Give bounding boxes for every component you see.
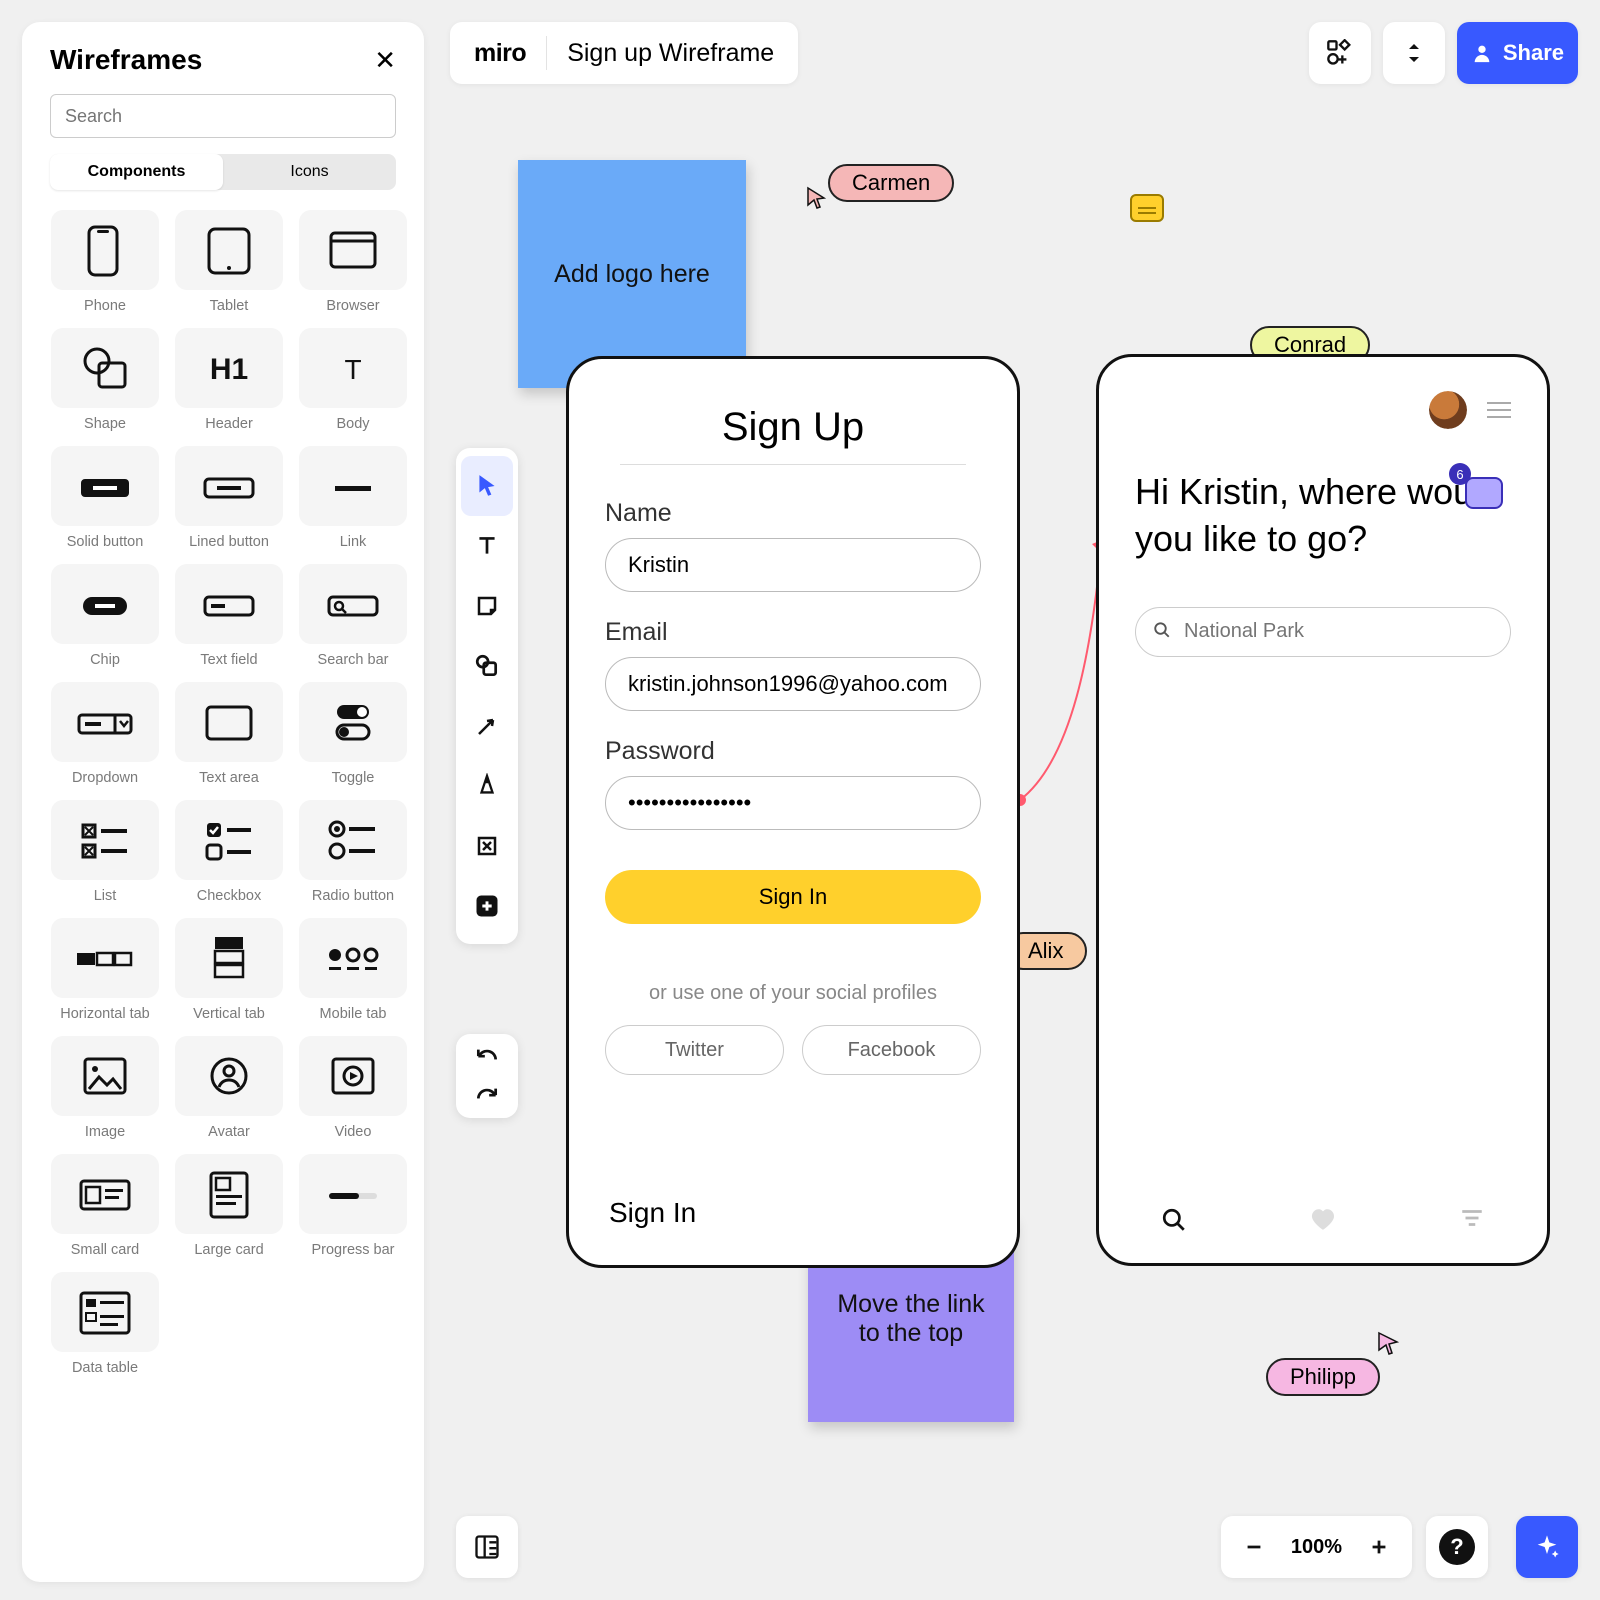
component-solid-button[interactable]: Solid button — [50, 446, 160, 550]
name-field[interactable] — [605, 538, 981, 592]
mockup-signup[interactable]: Sign Up Name Email Password Sign In or u… — [566, 356, 1020, 1268]
select-tool[interactable] — [461, 456, 513, 516]
password-field[interactable] — [605, 776, 981, 830]
component-avatar[interactable]: Avatar — [174, 1036, 284, 1140]
component-link[interactable]: Link — [298, 446, 408, 550]
avatar[interactable] — [1429, 391, 1467, 429]
canvas-toolbar — [456, 448, 518, 944]
destination-search[interactable] — [1135, 607, 1511, 657]
email-field[interactable] — [605, 657, 981, 711]
comment-icon[interactable] — [1130, 194, 1164, 222]
zoom-level[interactable]: 100% — [1291, 1536, 1342, 1559]
component-video[interactable]: Video — [298, 1036, 408, 1140]
component-data-table[interactable]: Data table — [50, 1272, 160, 1376]
arrow-tool[interactable] — [461, 696, 513, 756]
panel-tabs: Components Icons — [50, 154, 396, 190]
component-list[interactable]: List — [50, 800, 160, 904]
shape-tool[interactable] — [461, 636, 513, 696]
frame-tool[interactable] — [461, 816, 513, 876]
undo-redo — [456, 1034, 518, 1118]
close-icon[interactable]: ✕ — [374, 45, 396, 76]
svg-text:T: T — [344, 354, 361, 385]
component-small-card[interactable]: Small card — [50, 1154, 160, 1258]
or-text: or use one of your social profiles — [605, 982, 981, 1005]
component-chip[interactable]: Chip — [50, 564, 160, 668]
zoom-out[interactable] — [1243, 1536, 1265, 1558]
heart-icon[interactable] — [1310, 1207, 1336, 1231]
component-vertical-tab[interactable]: Vertical tab — [174, 918, 284, 1022]
zoom-controls: 100% — [1221, 1516, 1412, 1578]
component-horizontal-tab[interactable]: Horizontal tab — [50, 918, 160, 1022]
component-progress-bar[interactable]: Progress bar — [298, 1154, 408, 1258]
notifications-icon[interactable]: 6 — [1465, 477, 1503, 509]
password-label: Password — [605, 737, 981, 766]
sticky-tool[interactable] — [461, 576, 513, 636]
component-large-card[interactable]: Large card — [174, 1154, 284, 1258]
menu-icon[interactable] — [1487, 397, 1511, 423]
share-button[interactable]: Share — [1457, 22, 1578, 84]
facebook-button[interactable]: Facebook — [802, 1025, 981, 1075]
panel-title: Wireframes — [50, 44, 202, 76]
board-title[interactable]: Sign up Wireframe — [567, 39, 774, 68]
filters-icon[interactable] — [1459, 1207, 1485, 1229]
email-label: Email — [605, 618, 981, 647]
component-header[interactable]: H1Header — [174, 328, 284, 432]
component-phone[interactable]: Phone — [50, 210, 160, 314]
search-input[interactable] — [50, 94, 396, 138]
component-radio-button[interactable]: Radio button — [298, 800, 408, 904]
svg-text:H1: H1 — [210, 353, 248, 386]
board-header: miro Sign up Wireframe — [450, 22, 798, 84]
miro-logo[interactable]: miro — [474, 39, 526, 68]
more-tools[interactable] — [461, 876, 513, 936]
cursor-carmen: Carmen — [828, 164, 954, 202]
cursor-philipp: Philipp — [1266, 1358, 1380, 1396]
component-browser[interactable]: Browser — [298, 210, 408, 314]
tab-components[interactable]: Components — [50, 154, 223, 190]
search-icon[interactable] — [1161, 1207, 1187, 1233]
component-tablet[interactable]: Tablet — [174, 210, 284, 314]
pen-tool[interactable] — [461, 756, 513, 816]
redo-button[interactable] — [474, 1083, 500, 1108]
component-image[interactable]: Image — [50, 1036, 160, 1140]
component-body[interactable]: TBody — [298, 328, 408, 432]
mockup-destination[interactable]: 6 Hi Kristin, where would you like to go… — [1096, 354, 1550, 1266]
text-tool[interactable] — [461, 516, 513, 576]
help-button[interactable]: ? — [1426, 1516, 1488, 1578]
zoom-in[interactable] — [1368, 1536, 1390, 1558]
tab-bar — [1099, 1207, 1547, 1233]
ai-button[interactable] — [1516, 1516, 1578, 1578]
expand-icon[interactable] — [1383, 22, 1445, 84]
signin-link[interactable]: Sign In — [609, 1197, 696, 1229]
component-shape[interactable]: Shape — [50, 328, 160, 432]
undo-button[interactable] — [474, 1044, 500, 1069]
component-search-bar[interactable]: Search bar — [298, 564, 408, 668]
components-grid: PhoneTabletBrowserShapeH1HeaderTBodySoli… — [50, 210, 396, 1376]
twitter-button[interactable]: Twitter — [605, 1025, 784, 1075]
component-checkbox[interactable]: Checkbox — [174, 800, 284, 904]
apps-icon[interactable] — [1309, 22, 1371, 84]
component-text-area[interactable]: Text area — [174, 682, 284, 786]
name-label: Name — [605, 499, 981, 528]
frames-icon[interactable] — [456, 1516, 518, 1578]
component-dropdown[interactable]: Dropdown — [50, 682, 160, 786]
signup-title: Sign Up — [605, 405, 981, 450]
component-text-field[interactable]: Text field — [174, 564, 284, 668]
component-toggle[interactable]: Toggle — [298, 682, 408, 786]
sticky-note[interactable]: Add logo here — [518, 160, 746, 388]
tab-icons[interactable]: Icons — [223, 154, 396, 190]
component-mobile-tab[interactable]: Mobile tab — [298, 918, 408, 1022]
signin-button[interactable]: Sign In — [605, 870, 981, 924]
component-lined-button[interactable]: Lined button — [174, 446, 284, 550]
wireframes-panel: Wireframes ✕ Components Icons PhoneTable… — [22, 22, 424, 1582]
